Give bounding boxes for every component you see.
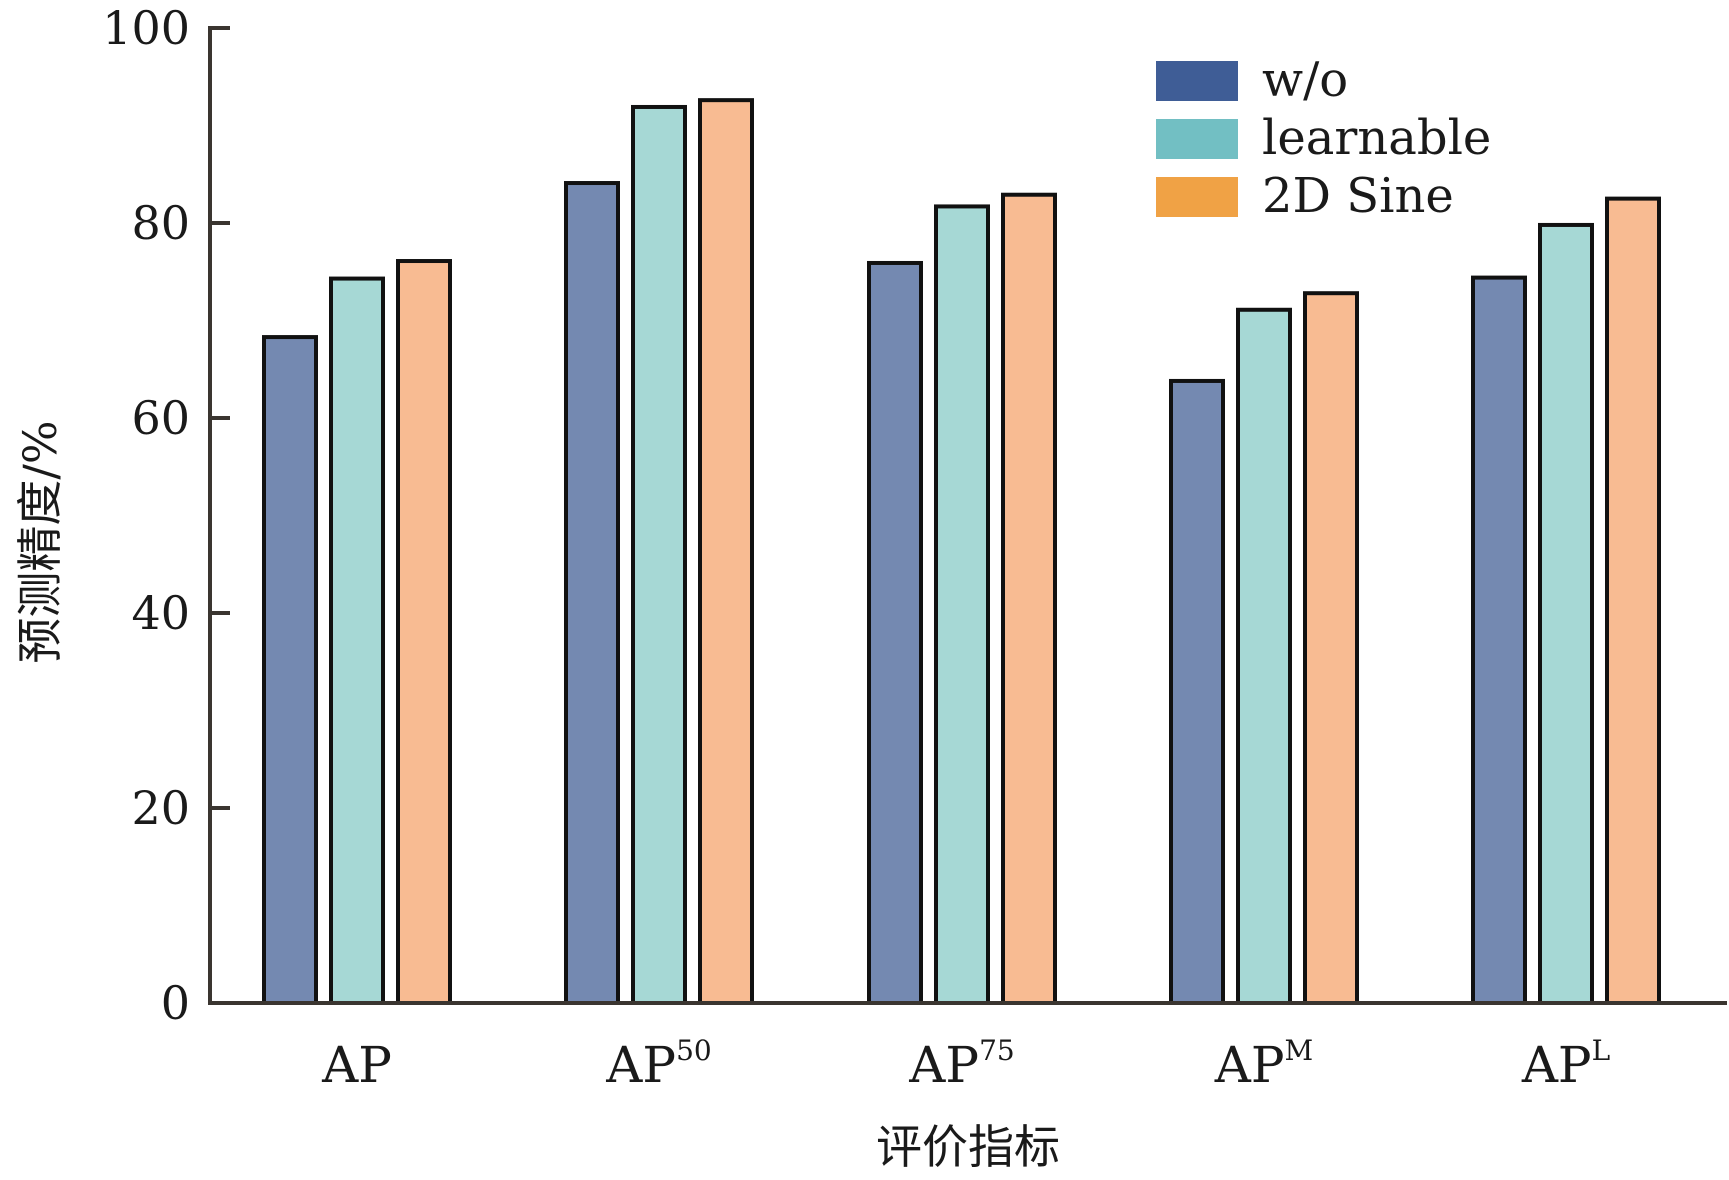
- bar: [262, 335, 318, 1005]
- bar: [1001, 192, 1057, 1006]
- legend-swatch: [1156, 119, 1238, 159]
- x-tick-label: AP: [321, 1036, 392, 1094]
- bar: [1471, 275, 1527, 1006]
- x-axis-tick-labels: AP AP50 AP75 APM APL: [321, 1034, 1610, 1094]
- bar: [564, 181, 620, 1005]
- bar: [1538, 222, 1594, 1005]
- y-tick-label: 80: [131, 196, 190, 250]
- y-tick-label: 20: [131, 781, 190, 835]
- y-tick-label: 0: [161, 976, 190, 1030]
- legend-label: learnable: [1262, 110, 1491, 166]
- bar: [698, 98, 754, 1005]
- x-axis-title: 评价指标: [876, 1120, 1060, 1174]
- y-tick-label: 40: [131, 586, 190, 640]
- bar: [396, 259, 452, 1005]
- bar: [1169, 378, 1225, 1005]
- y-tick-label: 100: [102, 1, 190, 55]
- x-tick-label: APL: [1521, 1034, 1610, 1094]
- legend-swatch: [1156, 61, 1238, 101]
- bars: [262, 98, 1661, 1006]
- y-tick-label: 60: [131, 391, 190, 445]
- bar: [1236, 307, 1292, 1005]
- y-axis-title: 预测精度/%: [13, 420, 67, 663]
- legend-label: w/o: [1262, 52, 1348, 108]
- legend-label: 2D Sine: [1262, 168, 1454, 224]
- x-tick-label: AP75: [908, 1034, 1014, 1094]
- bar: [867, 260, 923, 1006]
- x-tick-label: AP50: [605, 1034, 711, 1094]
- legend-swatch: [1156, 177, 1238, 217]
- bar: [934, 204, 990, 1006]
- bar: [1303, 291, 1359, 1005]
- bar: [631, 104, 687, 1006]
- bar: [1605, 196, 1661, 1005]
- bar: [329, 276, 385, 1005]
- y-axis-ticks: 0 20 40 60 80 100: [102, 1, 230, 1030]
- x-tick-label: APM: [1214, 1034, 1313, 1094]
